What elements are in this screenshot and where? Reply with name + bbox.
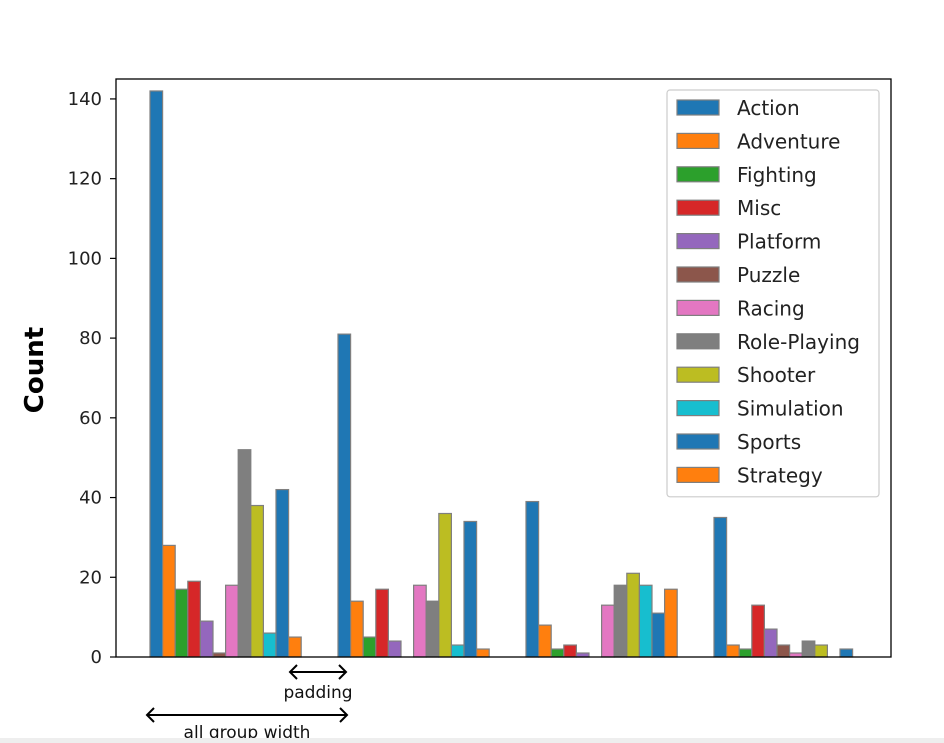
- legend-label: Shooter: [737, 363, 816, 387]
- bar-strategy-group-3: [663, 588, 678, 658]
- legend-swatch: [676, 132, 720, 149]
- legend-swatch: [676, 199, 720, 216]
- bar-adventure-group-3: [537, 624, 552, 658]
- bar-shooter-group-4: [814, 644, 828, 658]
- legend-label: Fighting: [737, 163, 817, 187]
- y-tick-label: 60: [79, 408, 102, 429]
- bars-layer: [149, 90, 854, 658]
- bar-strategy-group-2: [476, 648, 490, 658]
- bar-action-group-4: [713, 516, 728, 658]
- bar-sports-group-3: [651, 612, 666, 658]
- bar-action-group-2: [337, 333, 352, 658]
- padding-annotation-label: padding: [283, 683, 352, 703]
- bar-role-playing-group-2: [425, 600, 440, 658]
- bar-strategy-group-1: [288, 636, 302, 658]
- bar-misc-group-2: [375, 588, 389, 658]
- bar-simulation-group-1: [262, 632, 277, 658]
- bar-racing-group-1: [225, 584, 239, 658]
- bar-misc-group-1: [187, 580, 202, 658]
- bar-fighting-group-3: [550, 648, 565, 658]
- bar-platform-group-1: [199, 620, 214, 658]
- legend-label: Racing: [737, 296, 805, 320]
- bar-sports-group-1: [275, 488, 290, 658]
- padding-annotation: padding: [283, 664, 353, 703]
- y-tick-label: 120: [68, 169, 102, 190]
- legend-label: Sports: [737, 430, 801, 454]
- bar-puzzle-group-4: [776, 644, 791, 658]
- y-tick-label: 40: [79, 488, 102, 509]
- bar-action-group-1: [149, 90, 164, 658]
- bar-platform-group-4: [763, 628, 778, 658]
- legend: Action Adventure Fighting Misc Platform Puzzl…: [666, 89, 880, 498]
- legend-label: Role-Playing: [737, 330, 860, 354]
- legend-label: Platform: [737, 230, 821, 254]
- legend-label: Misc: [737, 196, 781, 220]
- legend-swatch: [676, 99, 720, 116]
- bar-adventure-group-2: [350, 600, 364, 658]
- y-axis: 0 20 40 60 80 100 120 140: [68, 89, 116, 668]
- legend-swatch: [676, 466, 720, 483]
- legend-swatch: [676, 433, 720, 450]
- bar-fighting-group-4: [738, 648, 753, 658]
- y-tick-label: 140: [68, 89, 102, 110]
- bar-fighting-group-2: [362, 636, 377, 658]
- bar-adventure-group-1: [162, 544, 176, 658]
- axes-frame: [115, 78, 892, 658]
- legend-label: Action: [737, 96, 800, 120]
- bar-simulation-group-2: [450, 644, 465, 658]
- bar-role-playing-group-1: [237, 449, 252, 658]
- legend-swatch: [676, 166, 720, 183]
- y-axis-label: Count: [20, 327, 50, 413]
- bar-simulation-group-3: [638, 584, 653, 658]
- legend-label: Puzzle: [737, 263, 800, 287]
- legend-swatch: [676, 299, 720, 316]
- legend-box: [666, 89, 880, 498]
- bar-shooter-group-3: [626, 572, 640, 658]
- legend-swatch: [676, 233, 720, 250]
- y-tick-label: 80: [79, 328, 102, 349]
- bar-misc-group-4: [751, 604, 765, 658]
- legend-label: Simulation: [737, 397, 844, 421]
- legend-swatch: [676, 366, 720, 383]
- legend-swatch: [676, 400, 720, 417]
- bar-racing-group-3: [600, 604, 615, 658]
- legend-swatch: [676, 266, 720, 283]
- bar-racing-group-2: [413, 584, 427, 658]
- legend-swatch: [676, 333, 720, 350]
- bar-sports-group-2: [463, 520, 478, 658]
- bar-sports-group-4: [839, 648, 854, 658]
- y-tick-label: 20: [79, 567, 102, 588]
- y-tick-label: 100: [68, 248, 102, 269]
- bar-misc-group-3: [563, 644, 577, 658]
- legend-label: Adventure: [737, 129, 840, 153]
- y-tick-label: 0: [91, 647, 102, 668]
- bar-adventure-group-4: [725, 644, 740, 658]
- bar-shooter-group-1: [250, 504, 265, 658]
- bar-role-playing-group-4: [801, 640, 816, 658]
- bar-action-group-3: [525, 500, 540, 658]
- bar-fighting-group-1: [174, 588, 189, 658]
- bar-shooter-group-2: [438, 512, 452, 658]
- bottom-strip: [0, 738, 944, 743]
- bar-platform-group-2: [387, 640, 402, 658]
- bar-role-playing-group-3: [613, 584, 628, 658]
- legend-label: Strategy: [737, 463, 823, 487]
